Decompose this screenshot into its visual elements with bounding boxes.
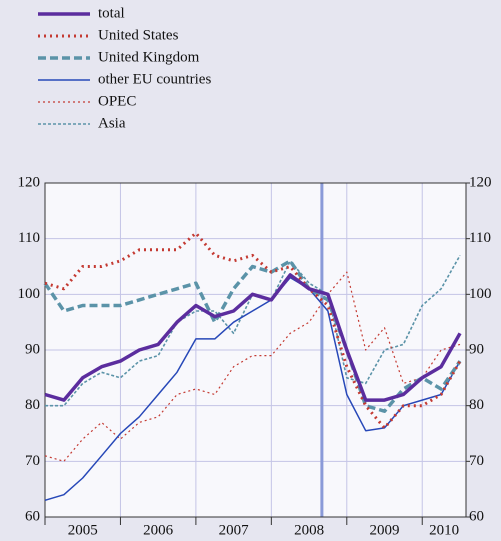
x-tick-label: 2008 <box>294 522 324 538</box>
y2-tick-label: 120 <box>469 174 492 190</box>
series-line <box>44 231 462 430</box>
series-line <box>44 271 461 462</box>
y-tick-label: 110 <box>18 230 40 246</box>
x-tick-label: 2010 <box>429 522 459 538</box>
legend-label: other EU countries <box>98 71 211 87</box>
y2-tick-label: 60 <box>469 508 484 524</box>
legend-label: United Kingdom <box>98 49 200 65</box>
legend-label: OPEC <box>98 93 136 109</box>
y-tick-label: 100 <box>18 286 41 302</box>
y2-tick-label: 110 <box>469 230 491 246</box>
x-tick-label: 2006 <box>143 522 174 538</box>
y2-tick-label: 70 <box>469 453 484 469</box>
series-line <box>43 259 462 413</box>
y2-tick-label: 80 <box>469 397 484 413</box>
x-tick-label: 2009 <box>370 522 400 538</box>
legend-label: United States <box>98 27 179 43</box>
y2-tick-label: 100 <box>469 286 492 302</box>
x-tick-label: 2005 <box>68 522 98 538</box>
legend-label: total <box>98 5 125 21</box>
y-tick-label: 80 <box>25 397 40 413</box>
plot-frame <box>44 182 467 518</box>
y-tick-label: 120 <box>18 174 41 190</box>
y2-tick-label: 90 <box>469 341 484 357</box>
y-tick-label: 70 <box>25 453 40 469</box>
y-tick-label: 90 <box>25 341 40 357</box>
series-line <box>44 273 462 402</box>
y-tick-label: 60 <box>25 508 40 524</box>
x-tick-label: 2007 <box>219 522 250 538</box>
legend-label: Asia <box>98 115 126 131</box>
